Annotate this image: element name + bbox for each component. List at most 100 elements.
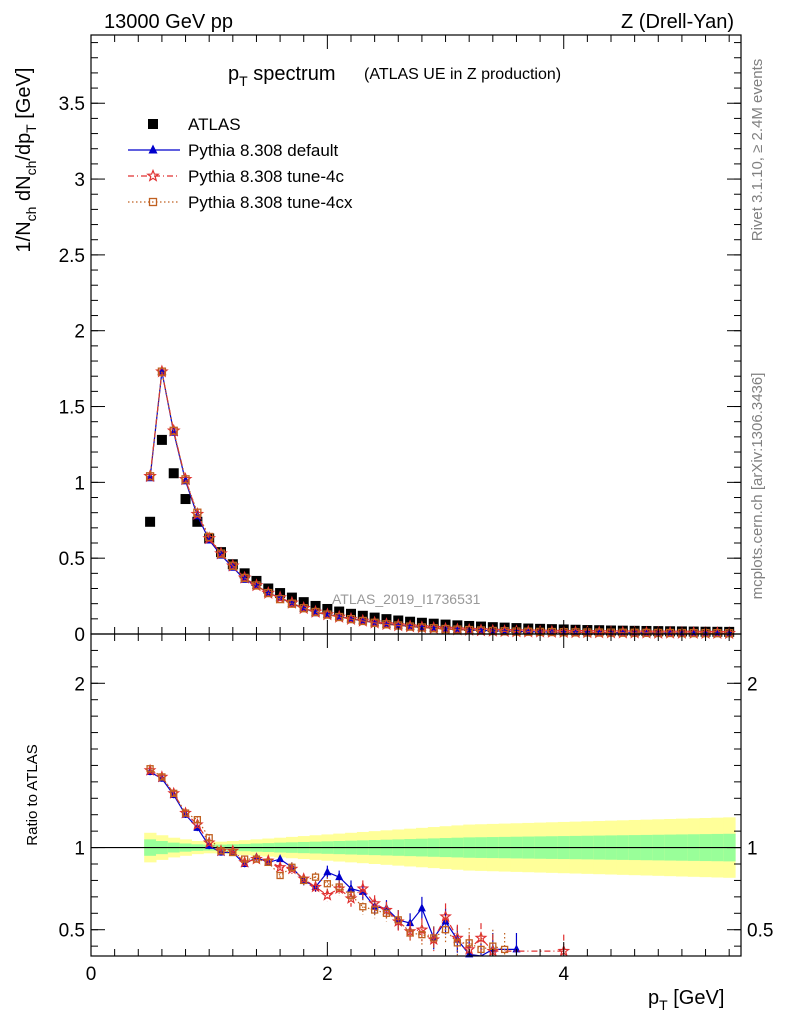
xlabel-p: p xyxy=(648,987,659,1009)
main-title-sub: T xyxy=(239,73,248,89)
ratio-point xyxy=(264,858,272,867)
data-point xyxy=(618,628,627,637)
data-point xyxy=(311,607,320,617)
data-point xyxy=(205,532,214,542)
data-point xyxy=(145,516,156,527)
data-point xyxy=(287,599,297,608)
ratio-point xyxy=(193,815,202,824)
legend-marker xyxy=(148,144,158,154)
data-point xyxy=(193,508,202,517)
ratio-point xyxy=(382,909,391,917)
ytick-label: 1.5 xyxy=(59,398,85,419)
main-title-p: p xyxy=(228,63,239,85)
data-point xyxy=(429,624,438,633)
xtick-label: 0 xyxy=(86,964,97,985)
ylabel-part-6: [GeV] xyxy=(13,68,35,125)
ratio-point xyxy=(205,834,213,842)
data-point xyxy=(275,594,285,604)
data-point xyxy=(370,618,379,627)
ratio-point xyxy=(273,860,287,873)
ratio-point xyxy=(370,906,379,914)
data-point xyxy=(264,588,273,598)
ratio-ytick-label: 1 xyxy=(74,839,85,860)
ratio-point xyxy=(512,944,521,953)
data-point xyxy=(169,426,178,435)
ytick-label: 2.5 xyxy=(59,246,85,267)
ratio-point xyxy=(288,863,296,871)
ratio-point xyxy=(300,876,308,885)
ratio-point xyxy=(146,765,154,773)
data-point xyxy=(299,604,308,613)
ratio-point xyxy=(477,945,485,954)
ratio-point xyxy=(252,855,261,863)
ytick-label: 3.5 xyxy=(59,94,85,115)
data-point xyxy=(252,581,261,590)
ratio-point xyxy=(323,880,332,888)
main-title: pT spectrum xyxy=(228,63,336,89)
data-point xyxy=(500,627,509,636)
ratio-point xyxy=(453,939,462,947)
rivet-label: Rivet 3.1.10, ≥ 2.4M events xyxy=(749,59,766,242)
xlabel-rest: [GeV] xyxy=(668,987,725,1009)
ratio-point xyxy=(309,880,322,893)
watermark: ATLAS_2019_I1736531 xyxy=(332,591,481,607)
ratio-point xyxy=(347,891,355,899)
ratio-ylabel: Ratio to ATLAS xyxy=(24,744,41,845)
xtick-label: 2 xyxy=(322,964,333,985)
ytick-label: 1 xyxy=(74,473,85,494)
ylabel-part-1: ch xyxy=(23,207,39,222)
ratio-ytick-label: 2 xyxy=(74,674,85,695)
data-point xyxy=(156,434,167,445)
data-point xyxy=(405,622,415,631)
ratio-point xyxy=(429,932,438,941)
data-point xyxy=(335,612,344,622)
ratio-frame xyxy=(90,633,742,957)
legend-label: ATLAS xyxy=(188,115,241,134)
ratio-point xyxy=(500,945,509,954)
ratio-point xyxy=(359,903,367,911)
ratio-point xyxy=(229,848,237,857)
ratio-point xyxy=(380,903,393,916)
data-point xyxy=(181,475,190,484)
ratio-point xyxy=(368,896,382,909)
data-point xyxy=(595,628,604,637)
ratio-point xyxy=(158,773,166,781)
data-point xyxy=(571,628,580,637)
ratio-point xyxy=(323,867,332,876)
data-point xyxy=(665,628,675,638)
data-point xyxy=(216,549,226,558)
mcplots-label: mcplots.cern.ch [arXiv:1306.3436] xyxy=(749,373,766,600)
ratio-point xyxy=(311,873,320,881)
ylabel-part-5: T xyxy=(23,124,39,133)
data-point xyxy=(157,367,167,376)
xlabel-sub: T xyxy=(659,997,668,1013)
ratio-point xyxy=(240,855,249,863)
ratio-point xyxy=(441,926,450,934)
ytick-label: 0 xyxy=(74,625,85,646)
main-ylabel: 1/Nch dNch/dpT [GeV] xyxy=(13,68,39,253)
axes: 0 0.5 1 1.5 2 2.5 3 3.5 0 2 4 0.5 0.5 1 1 2 2 xyxy=(59,34,773,985)
legend-label: Pythia 8.308 default xyxy=(188,141,339,160)
ratio-point xyxy=(465,939,473,947)
ratio-ytick-label-right: 2 xyxy=(747,674,758,695)
legend-marker xyxy=(148,119,158,129)
data-point xyxy=(192,516,203,527)
data-point xyxy=(382,620,391,629)
ratio-band xyxy=(91,817,741,878)
main-subtitle: (ATLAS UE in Z production) xyxy=(364,66,561,83)
data-point xyxy=(689,628,698,638)
data-point xyxy=(240,573,249,583)
data-point xyxy=(358,616,367,626)
data-point xyxy=(453,625,462,634)
legend: ATLAS Pythia 8.308 default Pythia 8.308 tu… xyxy=(128,115,353,212)
ratio-point xyxy=(276,871,284,880)
ratio-point xyxy=(170,789,178,798)
ratio-point xyxy=(276,854,285,863)
ratio-point xyxy=(417,903,426,912)
ytick-label: 0.5 xyxy=(59,549,85,570)
ylabel-part-0: 1/N xyxy=(13,221,35,252)
ylabel-part-4: /dp xyxy=(13,133,35,161)
ratio-point xyxy=(439,909,452,922)
xtick-label: 4 xyxy=(558,964,569,985)
